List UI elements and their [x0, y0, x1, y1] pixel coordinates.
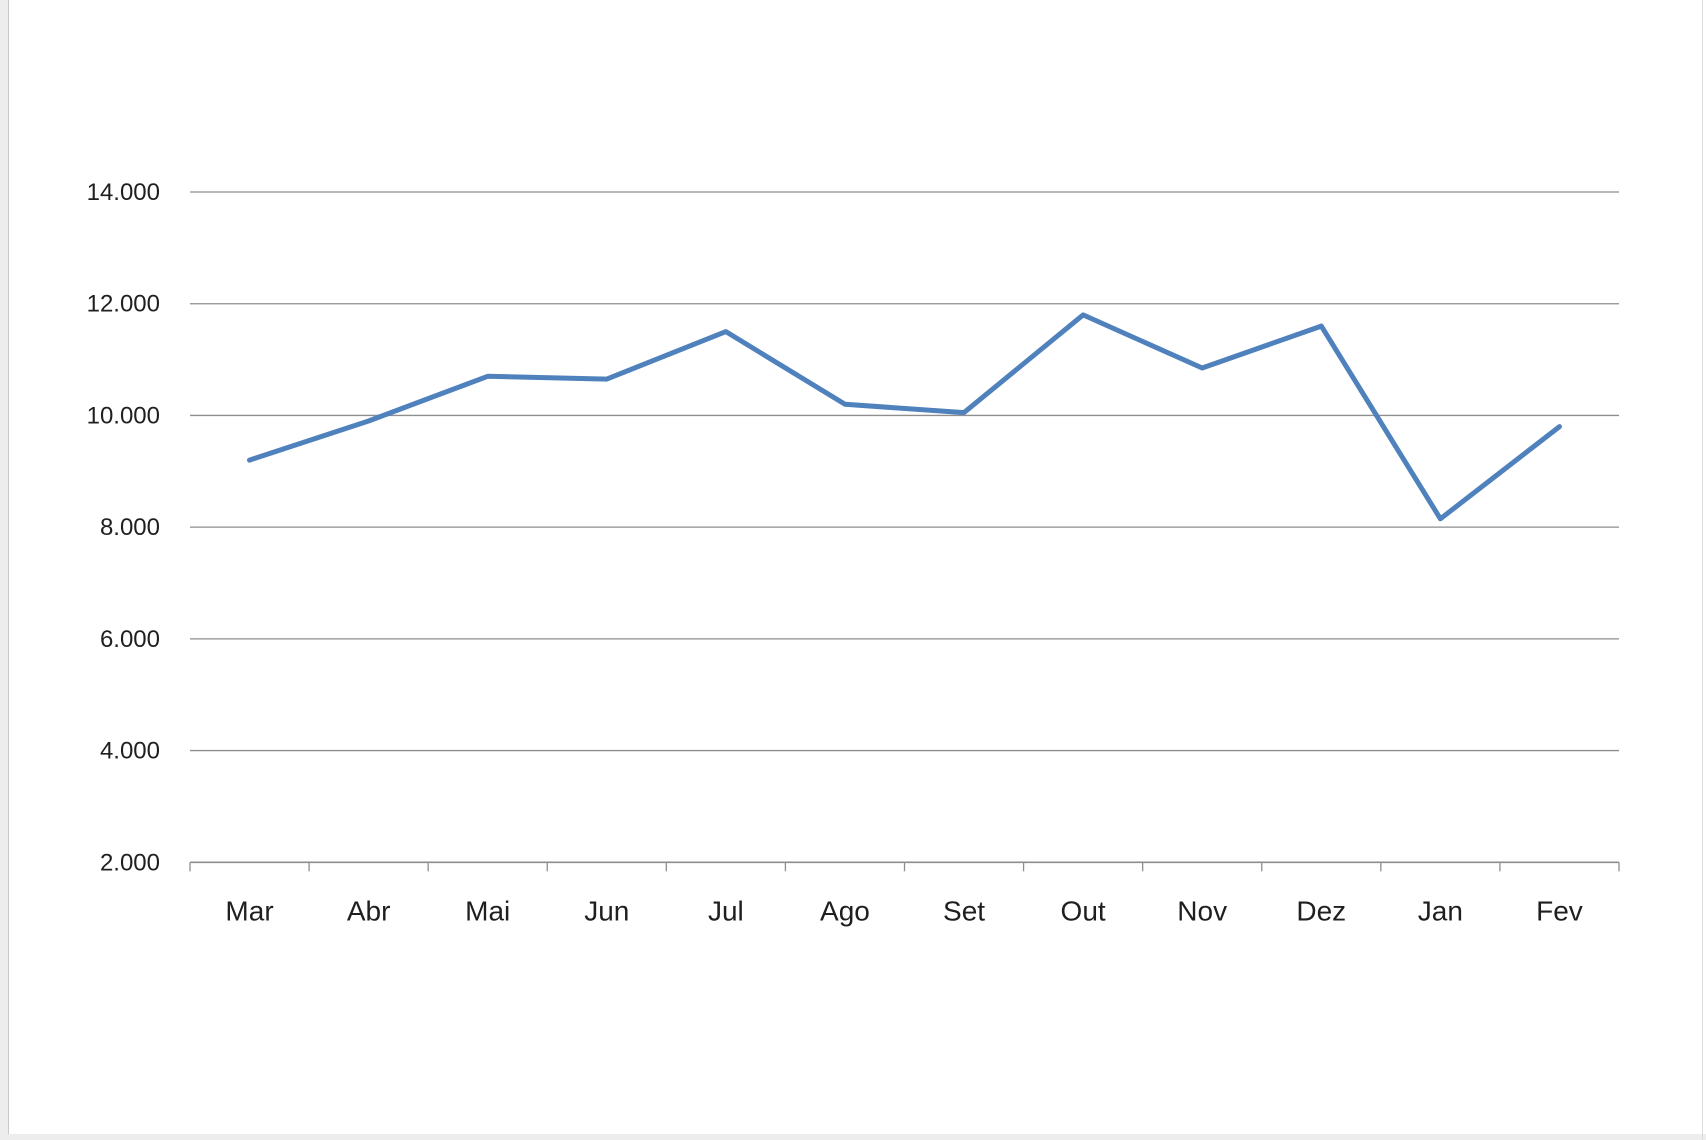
y-axis-tick-label: 6.000 [100, 626, 160, 653]
y-axis-tick-label: 10.000 [87, 402, 160, 429]
page-edge-bottom [0, 1134, 1706, 1140]
x-axis-category-label: Set [943, 895, 985, 926]
x-axis-category-label: Dez [1296, 895, 1346, 926]
x-axis-category-label: Jul [708, 895, 744, 926]
y-axis-tick-label: 14.000 [87, 179, 160, 206]
x-axis-category-label: Mar [225, 895, 273, 926]
x-axis-category-label: Fev [1536, 895, 1583, 926]
data-series-line [247, 312, 1562, 522]
x-axis-category-label: Jun [584, 895, 629, 926]
y-axis-tick-label: 12.000 [87, 291, 160, 318]
page-edge-left [0, 0, 9, 1140]
y-axis-tick-label: 4.000 [100, 738, 160, 765]
x-axis-category-label: Abr [347, 895, 391, 926]
x-axis-category-label: Jan [1418, 895, 1463, 926]
x-axis-category-label: Ago [820, 895, 870, 926]
y-axis-tick-label: 8.000 [100, 514, 160, 541]
y-axis-tick-label: 2.000 [100, 849, 160, 876]
page-edge-right [1702, 0, 1703, 1140]
x-axis-category-label: Nov [1177, 895, 1227, 926]
x-axis-category-label: Mai [465, 895, 510, 926]
x-axis-category-label: Out [1061, 895, 1106, 926]
